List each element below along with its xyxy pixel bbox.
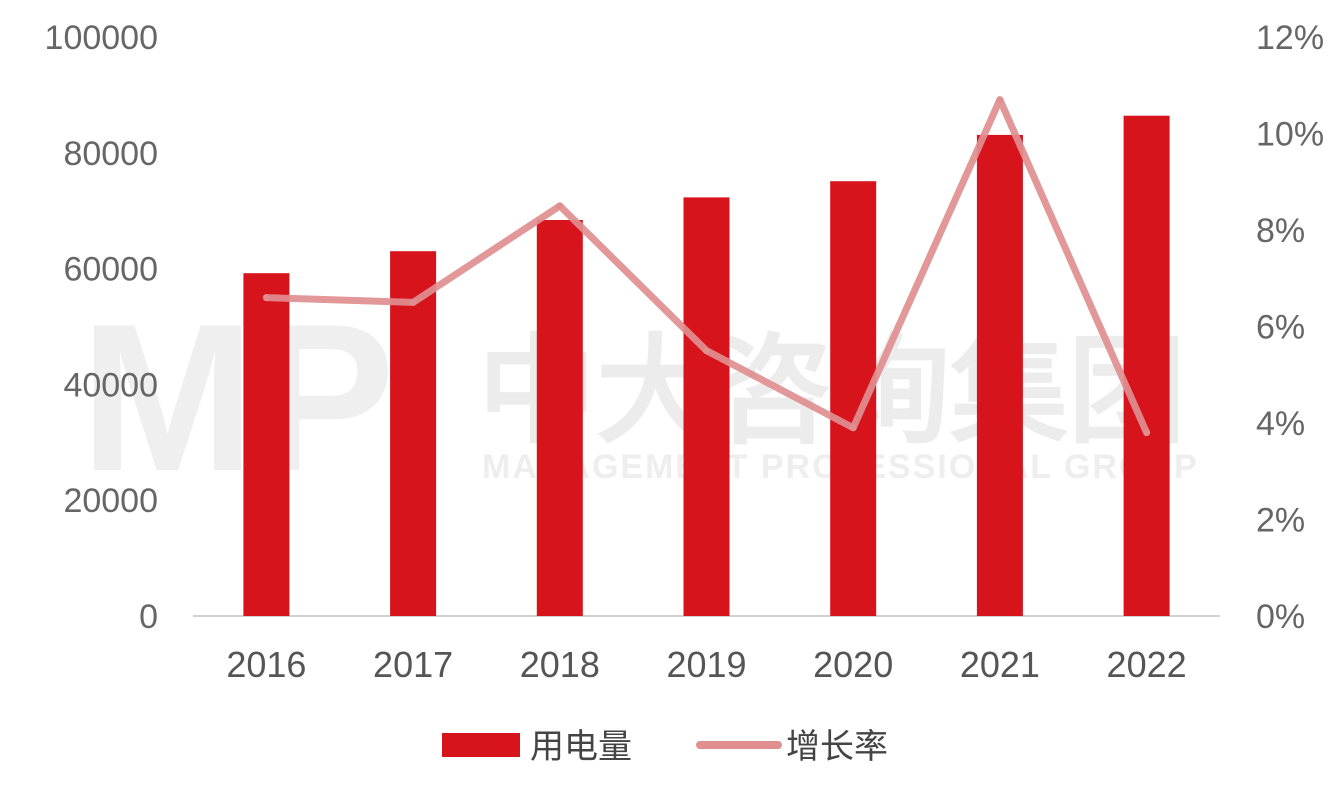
x-tick-label: 2016 (226, 644, 306, 685)
left-tick-label: 60000 (63, 251, 158, 289)
bar-2022 (1123, 115, 1170, 616)
growth-rate-point-2020 (849, 424, 857, 432)
x-tick-label: 2019 (666, 644, 746, 685)
bar-2019 (683, 197, 730, 616)
left-tick-label: 40000 (63, 366, 158, 404)
line-series-layer (262, 96, 1151, 437)
bar-2017 (390, 251, 437, 616)
x-tick-label: 2022 (1107, 644, 1187, 685)
right-tick-label: 0% (1256, 598, 1305, 636)
bar-2021 (976, 134, 1023, 616)
growth-rate-point-2016 (262, 294, 270, 302)
legend-label-bar: 用电量 (530, 728, 632, 766)
x-axis-ticks: 2016 2017 2018 2019 2020 2021 2022 (226, 644, 1186, 685)
right-tick-label: 4% (1256, 405, 1305, 443)
legend-label-line: 增长率 (786, 728, 888, 766)
left-tick-label: 80000 (63, 135, 158, 173)
growth-rate-point-2019 (703, 347, 710, 355)
growth-rate-point-2022 (1143, 429, 1151, 437)
left-tick-label: 0 (139, 598, 158, 636)
right-axis-ticks: 0% 2% 4% 6% 8% 10% 12% (1256, 19, 1324, 636)
right-tick-label: 8% (1256, 212, 1305, 250)
right-tick-label: 6% (1256, 309, 1305, 347)
right-tick-label: 2% (1256, 502, 1305, 540)
x-tick-label: 2021 (960, 644, 1040, 685)
x-tick-label: 2018 (520, 644, 600, 685)
bar-2018 (536, 220, 583, 616)
left-axis-ticks: 0 20000 40000 60000 80000 100000 (45, 19, 158, 636)
x-tick-label: 2017 (373, 644, 453, 685)
legend-swatch-bar (442, 733, 520, 757)
left-tick-label: 20000 (63, 482, 158, 520)
growth-rate-point-2021 (996, 96, 1004, 104)
left-tick-label: 100000 (45, 19, 158, 57)
growth-rate-point-2018 (556, 202, 564, 210)
right-tick-label: 10% (1256, 116, 1324, 154)
bar-2016 (243, 273, 290, 616)
growth-rate-point-2017 (409, 298, 417, 306)
x-tick-label: 2020 (813, 644, 893, 685)
legend: 用电量 增长率 (442, 728, 888, 766)
watermark-logo: MP (80, 280, 395, 515)
right-tick-label: 12% (1256, 19, 1324, 57)
